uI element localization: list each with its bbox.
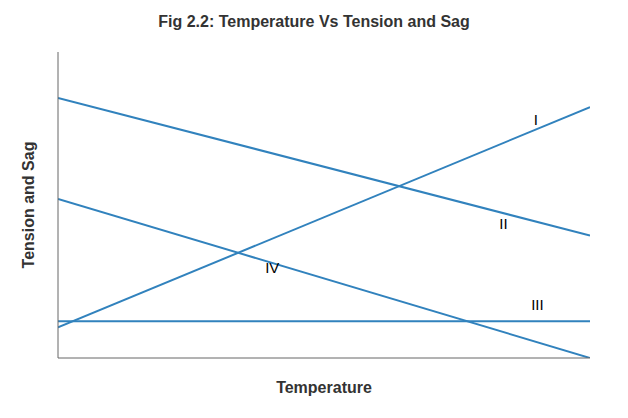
- svg-text:Temperature: Temperature: [276, 379, 372, 396]
- svg-text:I: I: [534, 111, 538, 128]
- svg-text:Tension and Sag: Tension and Sag: [20, 142, 37, 269]
- html-text:Fig 2.2: Temperature Vs Tensio: Fig 2.2: Temperature Vs Tension and Sag: [158, 13, 470, 30]
- svg-text:II: II: [499, 215, 507, 232]
- svg-text:III: III: [531, 296, 544, 313]
- svg-text:IV: IV: [265, 259, 279, 276]
